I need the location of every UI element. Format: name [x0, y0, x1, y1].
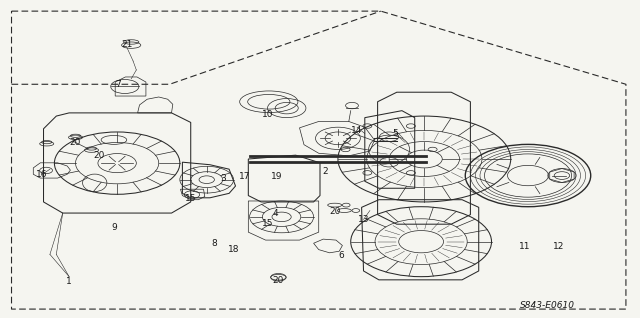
Text: 1: 1	[67, 277, 72, 286]
Text: 17: 17	[239, 172, 251, 181]
Text: 20: 20	[70, 138, 81, 147]
Text: 4: 4	[273, 209, 278, 218]
Text: 20: 20	[93, 151, 105, 160]
Text: 10: 10	[262, 110, 273, 119]
Text: 6: 6	[339, 251, 344, 259]
Text: 5: 5	[393, 129, 398, 138]
Text: 9: 9	[111, 223, 116, 232]
Text: 20: 20	[273, 276, 284, 285]
Text: 18: 18	[228, 245, 239, 254]
Text: 13: 13	[358, 215, 369, 224]
Text: 15: 15	[262, 219, 273, 228]
Text: 2: 2	[323, 167, 328, 176]
Text: 15: 15	[185, 194, 196, 203]
Text: 21: 21	[121, 40, 132, 49]
Text: 19: 19	[271, 172, 283, 181]
Text: 12: 12	[553, 242, 564, 251]
Text: 11: 11	[519, 242, 531, 251]
Text: 20: 20	[329, 207, 340, 216]
Text: S843-E0610: S843-E0610	[520, 301, 575, 310]
Text: 16: 16	[36, 170, 47, 179]
Text: 14: 14	[351, 126, 363, 135]
Text: 3: 3	[220, 174, 225, 183]
Text: 7: 7	[116, 80, 121, 89]
Text: 8: 8	[212, 239, 217, 248]
